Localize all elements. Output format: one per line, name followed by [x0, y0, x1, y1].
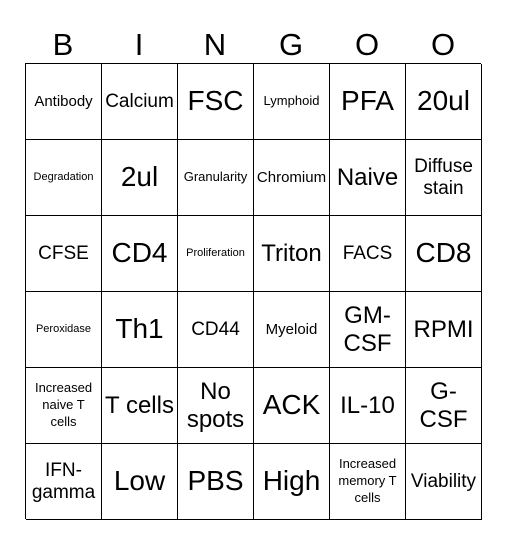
bingo-cell[interactable]: Degradation — [26, 140, 102, 216]
bingo-cell[interactable]: CFSE — [26, 216, 102, 292]
bingo-cell[interactable]: Naive — [330, 140, 406, 216]
bingo-cell[interactable]: ACK — [254, 368, 330, 444]
bingo-board: Antibody Calcium FSC Lymphoid PFA 20ul D… — [25, 63, 482, 520]
header-letter-b: B — [52, 26, 74, 62]
bingo-cell[interactable]: Increased naive T cells — [26, 368, 102, 444]
bingo-cell[interactable]: Granularity — [178, 140, 254, 216]
bingo-cell[interactable]: GM-CSF — [330, 292, 406, 368]
bingo-cell[interactable]: CD8 — [406, 216, 482, 292]
bingo-cell[interactable]: No spots — [178, 368, 254, 444]
bingo-cell[interactable]: Antibody — [26, 64, 102, 140]
bingo-cell[interactable]: G-CSF — [406, 368, 482, 444]
bingo-cell[interactable]: Calcium — [102, 64, 178, 140]
bingo-header: B I N G O O — [25, 24, 481, 64]
bingo-cell[interactable]: Viability — [406, 444, 482, 520]
bingo-cell[interactable]: Chromium — [254, 140, 330, 216]
bingo-cell[interactable]: T cells — [102, 368, 178, 444]
bingo-cell[interactable]: Lymphoid — [254, 64, 330, 140]
bingo-cell[interactable]: FSC — [178, 64, 254, 140]
bingo-cell[interactable]: Increased memory T cells — [330, 444, 406, 520]
bingo-cell[interactable]: Myeloid — [254, 292, 330, 368]
header-letter-n: N — [203, 26, 227, 62]
bingo-cell[interactable]: RPMI — [406, 292, 482, 368]
header-letter-o-2: O — [430, 26, 456, 62]
header-letter-g: G — [278, 26, 304, 62]
bingo-cell[interactable]: 2ul — [102, 140, 178, 216]
bingo-cell[interactable]: IFN-gamma — [26, 444, 102, 520]
bingo-cell[interactable]: Th1 — [102, 292, 178, 368]
bingo-cell[interactable]: Diffuse stain — [406, 140, 482, 216]
bingo-cell[interactable]: IL-10 — [330, 368, 406, 444]
bingo-cell[interactable]: Peroxidase — [26, 292, 102, 368]
bingo-cell[interactable]: CD44 — [178, 292, 254, 368]
bingo-cell[interactable]: PFA — [330, 64, 406, 140]
bingo-cell[interactable]: CD4 — [102, 216, 178, 292]
bingo-cell[interactable]: Proliferation — [178, 216, 254, 292]
header-letter-o: O — [354, 26, 380, 62]
header-letter-i: I — [134, 26, 144, 62]
bingo-cell[interactable]: PBS — [178, 444, 254, 520]
bingo-cell[interactable]: Low — [102, 444, 178, 520]
bingo-cell[interactable]: Triton — [254, 216, 330, 292]
bingo-cell[interactable]: FACS — [330, 216, 406, 292]
bingo-cell[interactable]: 20ul — [406, 64, 482, 140]
bingo-cell[interactable]: High — [254, 444, 330, 520]
